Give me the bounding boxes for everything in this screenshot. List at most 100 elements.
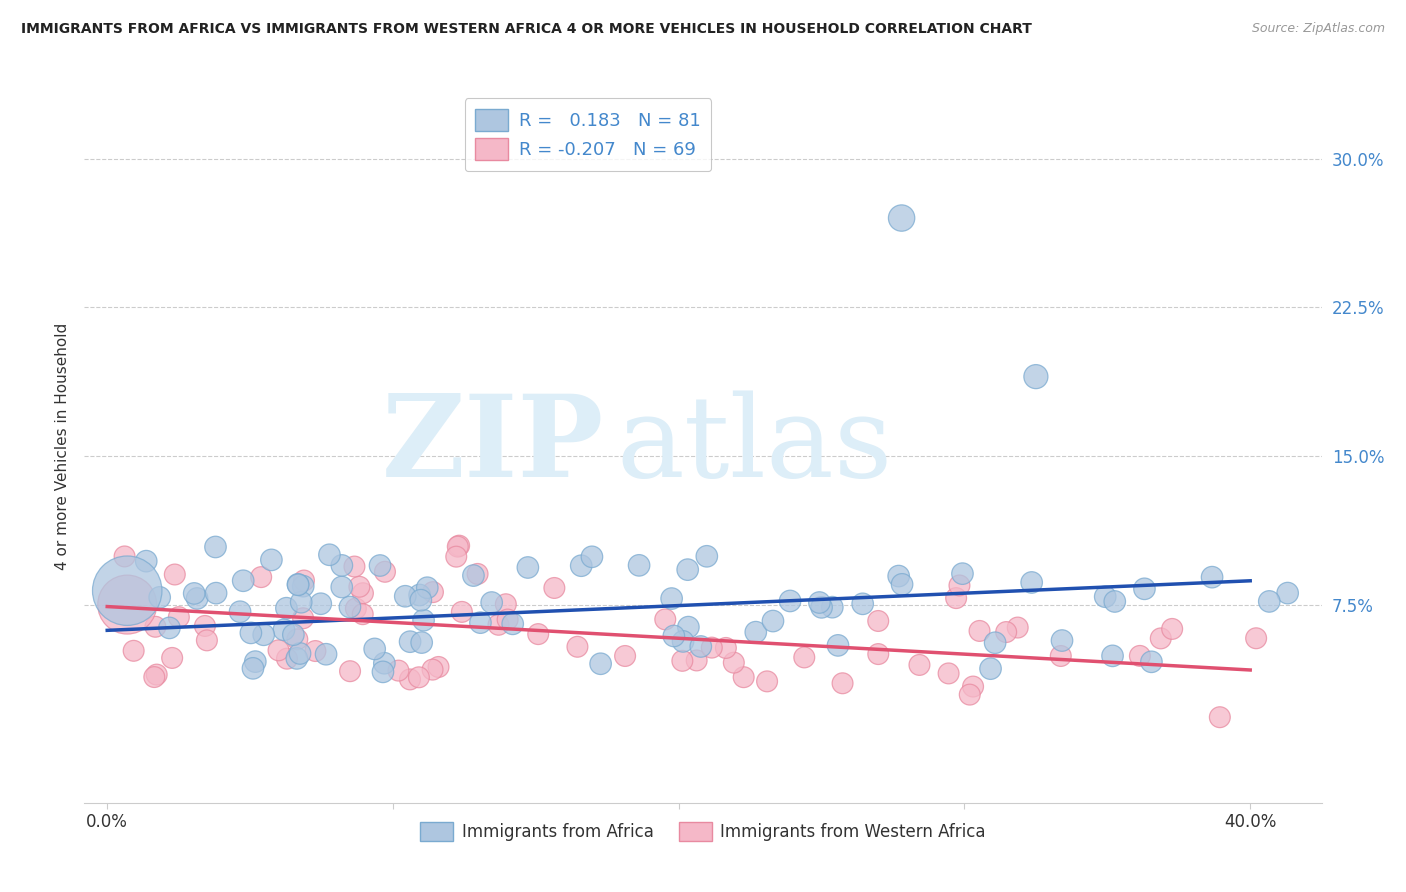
Point xyxy=(827,639,849,653)
Text: IMMIGRANTS FROM AFRICA VS IMMIGRANTS FROM WESTERN AFRICA 4 OR MORE VEHICLES IN H: IMMIGRANTS FROM AFRICA VS IMMIGRANTS FRO… xyxy=(21,22,1032,37)
Point xyxy=(1129,648,1152,663)
Point xyxy=(662,629,685,643)
Point xyxy=(363,642,385,657)
Point xyxy=(995,625,1018,640)
Text: atlas: atlas xyxy=(616,391,893,501)
Point xyxy=(470,615,492,630)
Point xyxy=(352,586,374,600)
Point xyxy=(467,566,489,581)
Text: ZIP: ZIP xyxy=(382,391,605,501)
Point xyxy=(495,597,517,611)
Point xyxy=(793,650,815,665)
Point xyxy=(502,616,524,631)
Point xyxy=(581,549,603,564)
Point xyxy=(948,578,970,592)
Point xyxy=(1244,632,1267,646)
Point xyxy=(288,647,311,661)
Point xyxy=(122,644,145,658)
Point xyxy=(945,591,967,606)
Point xyxy=(371,665,394,679)
Point xyxy=(446,549,468,564)
Point xyxy=(952,566,974,581)
Point xyxy=(253,628,276,642)
Point xyxy=(969,624,991,638)
Point xyxy=(290,595,312,609)
Point xyxy=(516,560,538,574)
Point xyxy=(1150,632,1173,646)
Point xyxy=(1133,582,1156,596)
Point xyxy=(250,570,273,584)
Point xyxy=(330,558,353,573)
Point xyxy=(143,670,166,684)
Point xyxy=(1007,621,1029,635)
Point xyxy=(285,632,308,647)
Point xyxy=(890,211,912,225)
Point xyxy=(339,600,361,615)
Point xyxy=(412,613,434,627)
Point xyxy=(183,586,205,600)
Point xyxy=(678,620,700,634)
Point xyxy=(654,612,676,626)
Point xyxy=(908,657,931,672)
Point xyxy=(394,589,416,603)
Point xyxy=(1094,590,1116,604)
Point xyxy=(344,601,367,615)
Point xyxy=(245,655,267,669)
Point xyxy=(671,654,693,668)
Point xyxy=(399,634,422,648)
Point xyxy=(343,559,366,574)
Point xyxy=(696,549,718,564)
Point xyxy=(959,688,981,702)
Point xyxy=(205,586,228,600)
Point xyxy=(232,574,254,588)
Point xyxy=(984,636,1007,650)
Point xyxy=(543,581,565,595)
Point xyxy=(779,594,801,608)
Point xyxy=(260,553,283,567)
Point xyxy=(273,623,295,637)
Point xyxy=(852,597,875,611)
Point xyxy=(283,628,305,642)
Point xyxy=(352,607,374,622)
Point xyxy=(1101,648,1123,663)
Point xyxy=(160,651,183,665)
Point xyxy=(330,580,353,594)
Point xyxy=(1025,369,1047,384)
Point xyxy=(276,651,298,665)
Point xyxy=(285,651,308,665)
Point xyxy=(745,625,768,640)
Point xyxy=(267,643,290,657)
Point xyxy=(569,558,592,573)
Point xyxy=(756,674,779,689)
Point xyxy=(1104,594,1126,608)
Point xyxy=(831,676,853,690)
Point xyxy=(422,585,444,599)
Point xyxy=(447,540,470,554)
Point xyxy=(292,611,315,625)
Point xyxy=(399,673,422,687)
Point xyxy=(292,574,315,588)
Point xyxy=(408,588,430,602)
Point xyxy=(408,670,430,684)
Point xyxy=(145,620,167,634)
Point xyxy=(449,539,471,553)
Point xyxy=(567,640,589,654)
Point xyxy=(481,595,503,609)
Point xyxy=(821,600,844,615)
Point xyxy=(1161,622,1184,636)
Point xyxy=(685,653,707,667)
Point xyxy=(427,660,450,674)
Point xyxy=(451,605,474,619)
Point xyxy=(163,567,186,582)
Point xyxy=(589,657,612,671)
Point xyxy=(868,647,890,661)
Point xyxy=(409,593,432,607)
Point xyxy=(891,577,914,591)
Point xyxy=(318,548,340,562)
Point xyxy=(292,579,315,593)
Point xyxy=(368,558,391,573)
Point xyxy=(1201,570,1223,584)
Point xyxy=(287,577,309,591)
Point xyxy=(689,640,711,654)
Point xyxy=(157,621,180,635)
